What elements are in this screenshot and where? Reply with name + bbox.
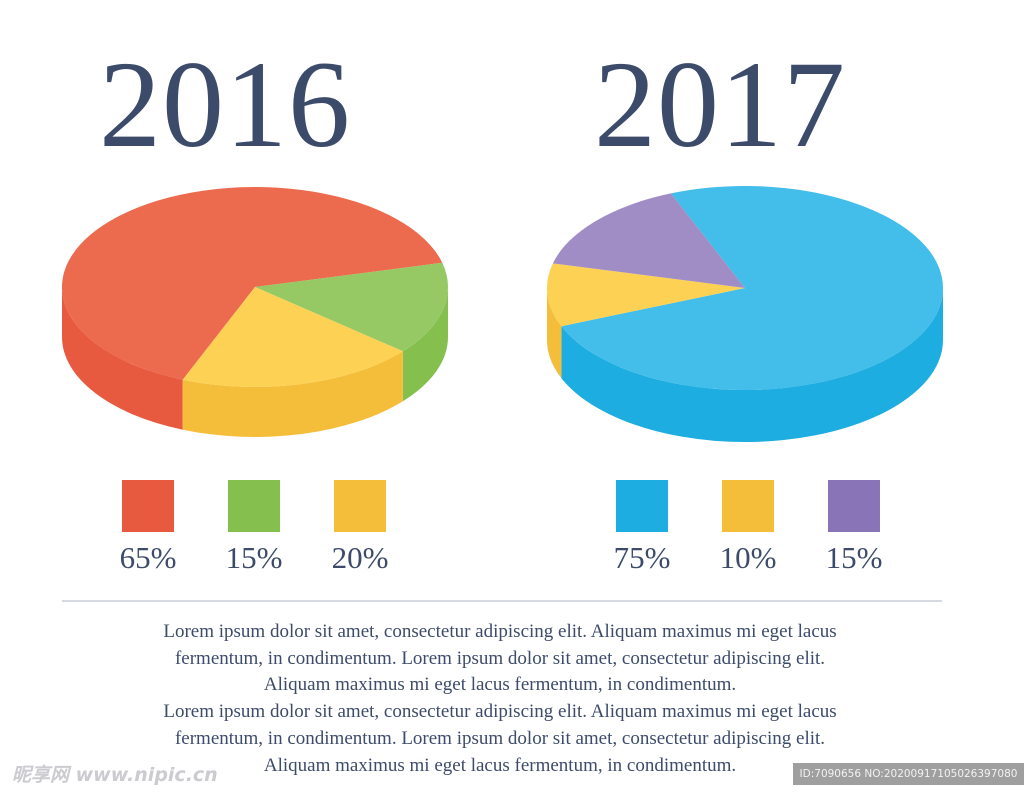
year-2016-title: 2016 xyxy=(99,36,351,173)
pie-slice-2-15% xyxy=(552,193,745,288)
legend-label-2016-15: 15% xyxy=(225,540,283,575)
legend-label-2016-20: 20% xyxy=(331,540,389,575)
legend-swatch-2016-20 xyxy=(334,480,386,532)
divider-line xyxy=(62,600,942,602)
legend-swatch-2016-15 xyxy=(228,480,280,532)
watermark-left: 昵享网 www.nipic.cn xyxy=(12,764,218,786)
body-line: Lorem ipsum dolor sit amet, consectetur … xyxy=(163,701,837,723)
body-paragraph: Lorem ipsum dolor sit amet, consectetur … xyxy=(60,619,940,779)
pie-slice-0-75% xyxy=(561,186,943,390)
pie-slice-side-0 xyxy=(62,287,183,430)
body-line: fermentum, in condimentum. Lorem ipsum d… xyxy=(174,727,826,749)
body-line: Aliquam maximus mi eget lacus fermentum,… xyxy=(263,754,737,776)
legend-label-2017-75: 75% xyxy=(613,540,671,575)
pie-slice-side-1 xyxy=(402,287,448,402)
watermark-id: ID:7090656 NO:20200917105026397080 xyxy=(793,763,1024,785)
pie-chart-2016 xyxy=(62,186,449,437)
legend-swatch-2017-10 xyxy=(722,480,774,532)
pie-chart-2017 xyxy=(547,186,943,442)
legend-swatch-2017-15 xyxy=(828,480,880,532)
pie-slice-side-0 xyxy=(561,288,943,442)
body-line: Lorem ipsum dolor sit amet, consectetur … xyxy=(163,621,837,642)
pie-slice-1-15% xyxy=(255,262,449,352)
pie-slice-0-65% xyxy=(62,186,443,380)
legend-swatch-2016-65 xyxy=(122,480,174,532)
body-line: fermentum, in condimentum. Lorem ipsum d… xyxy=(174,647,826,669)
pie-slice-side-1 xyxy=(547,288,562,379)
legend-swatch-2017-75 xyxy=(616,480,668,532)
legend-label-2017-15: 15% xyxy=(825,540,883,575)
year-2017-title: 2017 xyxy=(594,36,846,173)
legend-label-2016-65: 65% xyxy=(119,540,177,575)
pie-slice-2-20% xyxy=(182,287,403,387)
body-line: Aliquam maximus mi eget lacus fermentum,… xyxy=(263,674,737,696)
pie-slice-side-2 xyxy=(182,351,403,437)
legend-label-2017-10: 10% xyxy=(719,540,777,575)
pie-slice-1-10% xyxy=(547,263,745,327)
